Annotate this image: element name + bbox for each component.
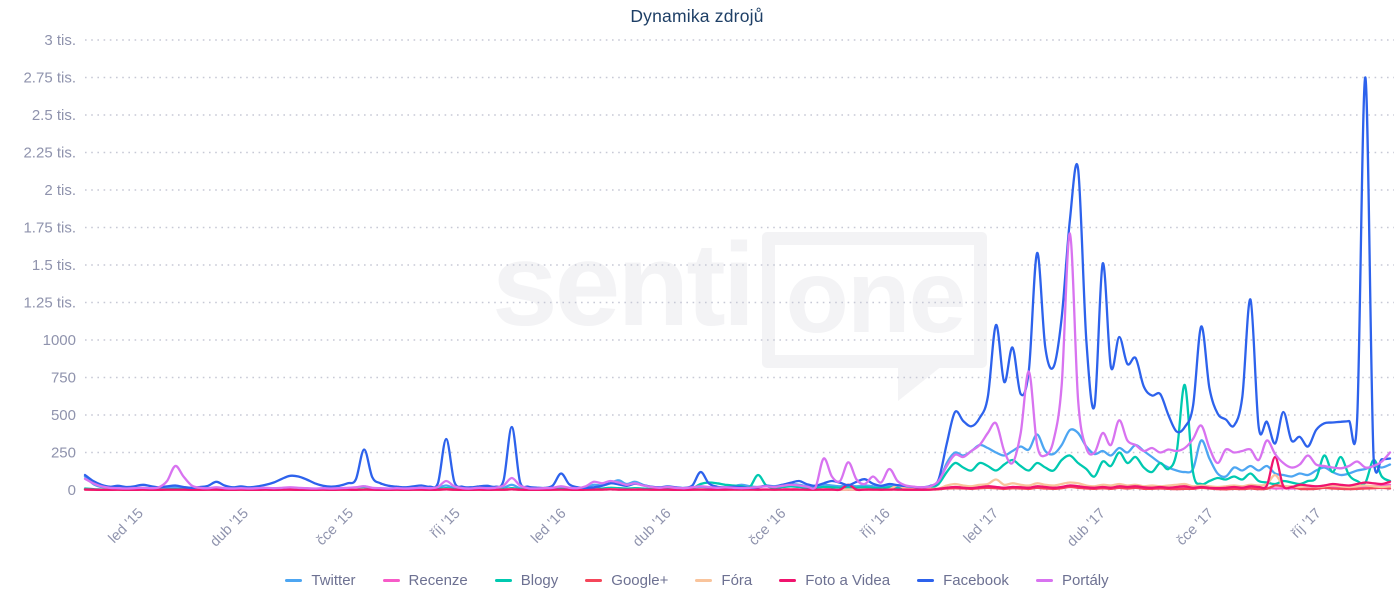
legend-label-facebook: Facebook [943,572,1009,589]
y-axis-label: 2 tis. [44,182,76,199]
y-axis-label: 750 [51,370,76,387]
x-axis-label: dub '15 [207,506,252,551]
x-axis-label: dub '17 [1064,506,1109,551]
x-axis-label: led '15 [106,506,147,547]
y-axis-label: 0 [68,482,76,499]
legend-label-google-: Google+ [611,572,669,589]
series-line-port-ly [83,232,1392,490]
sentione-watermark: senti one [492,226,988,401]
legend-item-port-ly[interactable]: Portály [1035,572,1109,589]
legend-item-foto-a-videa[interactable]: Foto a Videa [779,572,890,589]
legend-swatch-twitter [285,578,303,583]
legend-item-facebook[interactable]: Facebook [917,572,1009,589]
x-axis-label: čce '15 [313,506,356,549]
watermark-text-one: one [785,239,966,355]
legend-item-blogy[interactable]: Blogy [494,572,559,589]
legend-swatch-foto-a-videa [779,578,797,583]
legend-item-google-[interactable]: Google+ [585,572,668,589]
watermark-speech-bubble: one [762,232,988,401]
legend-label-f-ra: Fóra [721,572,753,589]
y-axis-label: 1.25 tis. [23,295,76,312]
y-axis-label: 2.5 tis. [32,107,76,124]
x-axis-label: led '17 [961,506,1002,547]
series-line-foto-a-videa [83,455,1392,492]
legend-swatch-f-ra [695,578,713,583]
legend-swatch-google- [585,578,603,583]
legend-label-recenze: Recenze [408,572,468,589]
x-axis-label: čce '16 [746,506,789,549]
y-axis-label: 2.75 tis. [23,70,76,87]
legend-swatch-port-ly [1035,578,1053,583]
x-axis-label: čce '17 [1174,506,1217,549]
y-axis-label: 3 tis. [44,32,76,49]
legend-label-twitter: Twitter [311,572,356,589]
y-axis-label: 250 [51,445,76,462]
y-axis-label: 1.5 tis. [32,257,76,274]
x-axis-label: dub '16 [630,506,675,551]
y-axis-label: 1.75 tis. [23,220,76,237]
legend-item-recenze[interactable]: Recenze [382,572,468,589]
legend-label-blogy: Blogy [520,572,559,589]
x-axis-label: led '16 [528,506,569,547]
legend-item-f-ra[interactable]: Fóra [695,572,752,589]
legend-item-twitter[interactable]: Twitter [285,572,356,589]
y-axis-label: 1000 [43,332,76,349]
legend-swatch-recenze [382,578,400,583]
watermark-text-senti: senti [492,226,755,344]
plot-area[interactable] [85,40,1390,490]
y-axis-label: 2.25 tis. [23,145,76,162]
legend-label-foto-a-videa: Foto a Videa [805,572,891,589]
chart-legend: Twitter Recenze Blogy Google+ Fóra Foto a Vid… [0,572,1394,589]
x-axis-label: říj '15 [428,506,464,542]
chart-title: Dynamika zdrojů [630,6,764,26]
y-axis-label: 500 [51,407,76,424]
x-axis-label: říj '17 [1289,506,1325,542]
x-axis-label: říj '16 [858,506,894,542]
legend-label-port-ly: Portály [1061,572,1109,589]
legend-swatch-facebook [917,578,935,583]
legend-swatch-blogy [494,578,512,583]
watermark-bubble-tail-icon [898,361,949,401]
